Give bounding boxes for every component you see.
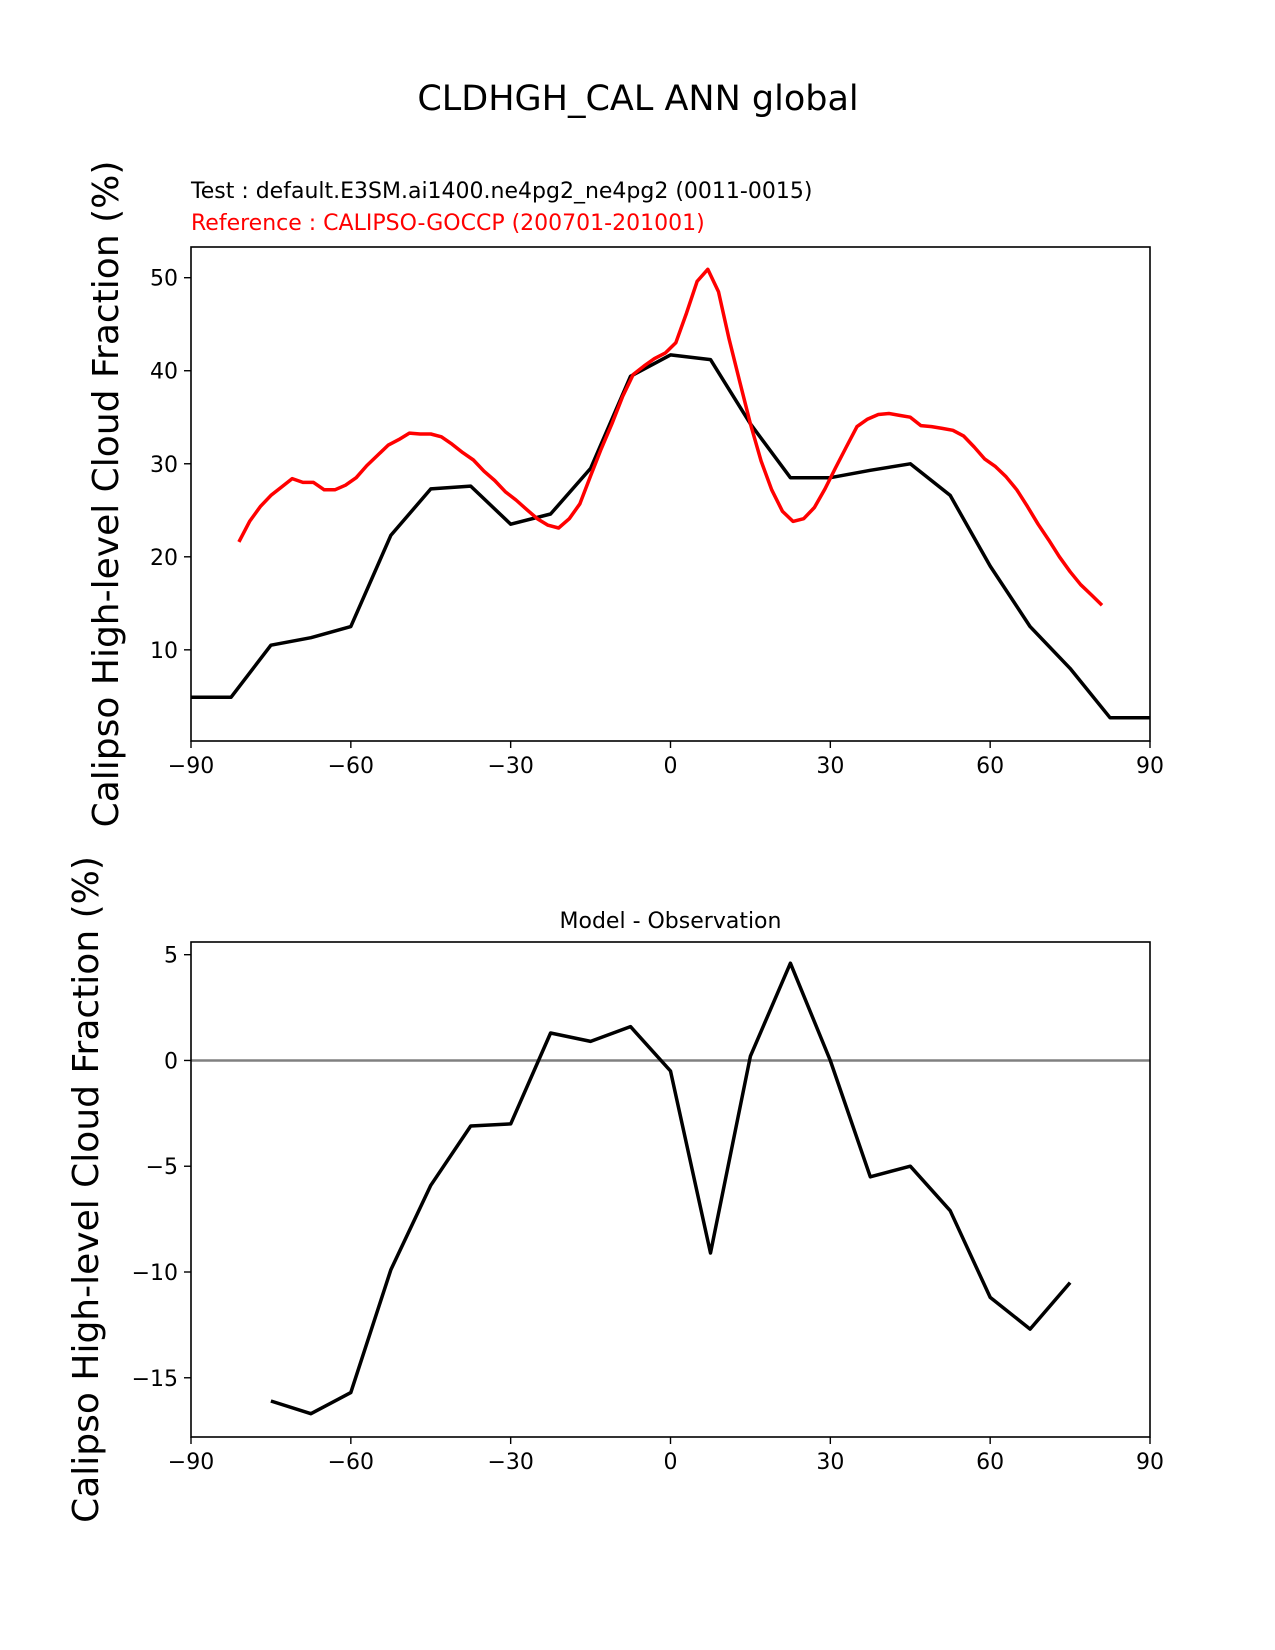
test-label: Test : default.E3SM.ai1400.ne4pg2_ne4pg2… — [190, 179, 812, 204]
series-line-test — [191, 353, 1150, 720]
x-tick-label: 30 — [816, 1450, 844, 1475]
figure-title: CLDHGH_CAL ANN global — [417, 79, 858, 119]
y-tick-label: 30 — [150, 453, 178, 478]
x-tick-label: 60 — [976, 754, 1004, 779]
series-line-model-observation — [270, 961, 1072, 1416]
y-tick-label: −10 — [132, 1261, 178, 1286]
panel-title: Model - Observation — [560, 909, 782, 934]
y-tick-label: 50 — [150, 267, 178, 292]
x-tick-label: 0 — [664, 1450, 678, 1475]
x-tick-label: −30 — [487, 1450, 533, 1475]
x-tick-label: −60 — [328, 1450, 374, 1475]
y-tick-label: −5 — [146, 1155, 178, 1180]
y-tick-label: −15 — [132, 1367, 178, 1392]
x-tick-label: −30 — [487, 754, 533, 779]
top-panel: −90 −60 −30 0 30 60 90 10 20 30 40 50 Calipso High-l… — [86, 161, 1164, 828]
x-tick-label: 90 — [1136, 1450, 1164, 1475]
y-tick-label: 40 — [150, 360, 178, 385]
x-tick-label: 0 — [664, 754, 678, 779]
series-line-reference — [237, 267, 1104, 607]
x-tick-label: 90 — [1136, 754, 1164, 779]
y-tick-label: 20 — [150, 546, 178, 571]
y-tick-label: 5 — [164, 944, 178, 969]
bottom-panel: Model - Observation −90 −60 −30 0 30 60 90 5 0 −5 −… — [66, 856, 1164, 1523]
y-tick-label: 10 — [150, 639, 178, 664]
reference-label: Reference : CALIPSO-GOCCP (200701-201001… — [191, 211, 705, 236]
x-tick-label: −90 — [168, 1450, 214, 1475]
x-tick-label: −90 — [168, 754, 214, 779]
x-tick-label: −60 — [328, 754, 374, 779]
x-tick-label: 60 — [976, 1450, 1004, 1475]
y-tick-label: 0 — [164, 1049, 178, 1074]
y-axis-label: Calipso High-level Cloud Fraction (%) — [86, 161, 127, 828]
x-tick-label: 30 — [816, 754, 844, 779]
y-axis-label: Calipso High-level Cloud Fraction (%) — [66, 856, 107, 1523]
